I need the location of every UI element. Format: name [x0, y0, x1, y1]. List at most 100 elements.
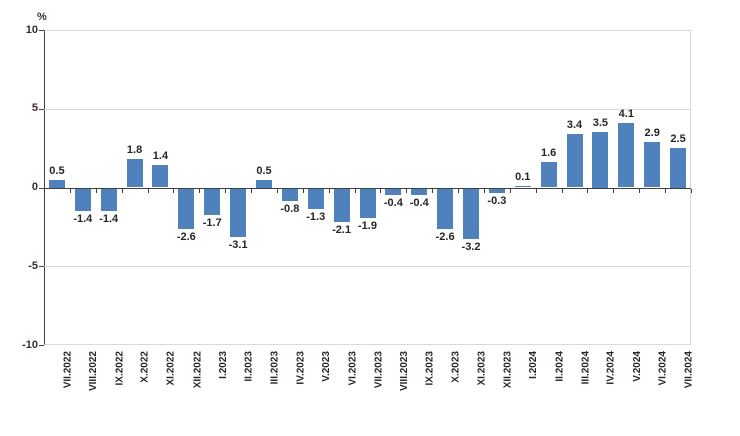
x-axis-tick	[147, 188, 149, 193]
bar-IX.2022	[100, 188, 117, 211]
bar-VIII.2023	[385, 188, 402, 195]
x-axis-tick	[587, 188, 589, 193]
bar-VII.2024	[670, 148, 687, 188]
x-axis-label-V.2023: V.2023	[321, 351, 333, 382]
x-axis-label-VIII.2023: VIII.2023	[398, 351, 410, 392]
gridline--5	[44, 266, 691, 268]
bar-value-label: 0.5	[49, 164, 65, 177]
bar-value-label: -0.4	[409, 196, 429, 209]
x-axis-tick	[44, 188, 45, 193]
bar-value-label: 0.5	[256, 164, 272, 177]
bar-value-label: 2.9	[644, 126, 660, 139]
x-axis-tick	[251, 188, 253, 193]
bar-I.2024	[514, 185, 531, 188]
bar-value-label: -1.9	[358, 220, 377, 233]
y-axis-tick-label: 0	[31, 181, 38, 193]
bar-value-label: -2.6	[435, 231, 455, 244]
bar-value-label: 0.1	[515, 170, 531, 183]
x-axis-tick	[95, 188, 97, 193]
bar-value-label: -1.4	[73, 212, 93, 225]
x-axis-label-III.2023: III.2023	[269, 351, 281, 385]
x-axis-tick	[173, 188, 175, 193]
y-axis-tick-label: -5	[28, 259, 38, 272]
x-axis-tick	[380, 188, 382, 193]
x-axis-tick	[276, 188, 278, 193]
x-axis-tick	[354, 188, 356, 193]
x-axis-tick	[458, 188, 460, 193]
bar-X.2022	[126, 159, 143, 188]
bar-VII.2022	[48, 179, 65, 188]
x-axis-label-IX.2023: IX.2023	[424, 351, 436, 386]
bar-value-label: -2.1	[332, 223, 352, 236]
x-axis-label-III.2024: III.2024	[580, 351, 592, 385]
bar-value-label: -1.3	[306, 210, 326, 223]
bar-IX.2023	[411, 188, 428, 195]
x-axis-label-XI.2022: XI.2022	[165, 351, 177, 386]
x-axis-tick	[613, 188, 615, 193]
x-axis-tick	[639, 188, 641, 193]
x-axis-tick	[432, 188, 434, 193]
bar-value-label: 1.8	[126, 144, 143, 157]
x-axis-label-VII.2023: VII.2023	[373, 351, 384, 389]
bar-value-label: 3.5	[592, 117, 609, 130]
y-axis-tick	[39, 266, 44, 268]
x-axis-zero-line	[44, 187, 691, 189]
bar-VIII.2022	[74, 188, 91, 211]
bar-XI.2023	[463, 188, 480, 239]
bar-V.2024	[618, 122, 635, 188]
bar-IV.2024	[592, 132, 609, 188]
x-axis-label-XI.2023: XI.2023	[476, 351, 488, 386]
bar-value-label: -0.4	[383, 196, 403, 209]
x-axis-label-XII.2023: XII.2023	[502, 351, 514, 389]
x-axis-label-X.2022: X.2022	[140, 351, 152, 383]
y-axis-unit-label: %	[37, 11, 47, 23]
bar-value-label: -0.3	[487, 195, 507, 208]
bar-value-label: -3.1	[228, 239, 248, 252]
bar-VI.2024	[644, 141, 661, 188]
x-axis-label-IV.2024: IV.2024	[605, 351, 617, 385]
x-axis-label-II.2023: II.2023	[243, 351, 255, 382]
x-axis-label-VI.2023: VI.2023	[347, 351, 359, 386]
bar-V.2023	[307, 188, 324, 209]
y-axis-tick	[39, 345, 44, 346]
bar-value-label: -1.4	[99, 212, 119, 225]
y-axis-tick-label: 5	[31, 102, 38, 115]
x-axis-tick	[535, 188, 537, 193]
bar-value-label: 1.4	[152, 150, 169, 163]
x-axis-label-IX.2022: IX.2022	[114, 351, 126, 386]
bar-XII.2023	[488, 188, 505, 194]
x-axis-tick	[225, 188, 227, 193]
x-axis-label-VIII.2022: VIII.2022	[88, 351, 100, 392]
x-axis-tick	[328, 188, 330, 193]
x-axis-label-I.2023: I.2023	[217, 351, 229, 379]
bar-X.2023	[437, 188, 454, 230]
x-axis-tick	[199, 188, 201, 193]
x-axis-tick	[302, 188, 304, 193]
x-axis-tick	[691, 188, 692, 193]
y-axis-tick-label: 10	[25, 23, 38, 36]
bar-I.2023	[204, 188, 221, 216]
gridline-5	[44, 108, 691, 110]
y-axis-tick	[39, 108, 44, 110]
x-axis-tick	[121, 188, 123, 193]
y-axis-tick	[39, 30, 44, 31]
x-axis-label-II.2024: II.2024	[554, 351, 566, 382]
bar-II.2024	[540, 162, 557, 188]
bar-IV.2023	[281, 188, 298, 202]
bar-value-label: 3.4	[566, 118, 583, 131]
x-axis-label-X.2023: X.2023	[450, 351, 462, 383]
x-axis-label-VII.2024: VII.2024	[683, 351, 695, 389]
x-axis-tick	[69, 188, 71, 193]
bar-VII.2023	[359, 188, 376, 219]
bar-value-label: -0.8	[280, 203, 300, 216]
bar-III.2023	[255, 179, 272, 188]
bar-value-label: 1.6	[541, 147, 557, 160]
bar-III.2024	[566, 133, 583, 188]
bar-XII.2022	[178, 188, 195, 230]
x-axis-tick	[406, 188, 408, 193]
y-axis-tick	[39, 187, 44, 189]
x-axis-label-V.2024: V.2024	[631, 351, 643, 382]
x-axis-tick	[509, 188, 511, 193]
bar-II.2023	[230, 188, 247, 238]
bar-XI.2022	[152, 165, 169, 188]
